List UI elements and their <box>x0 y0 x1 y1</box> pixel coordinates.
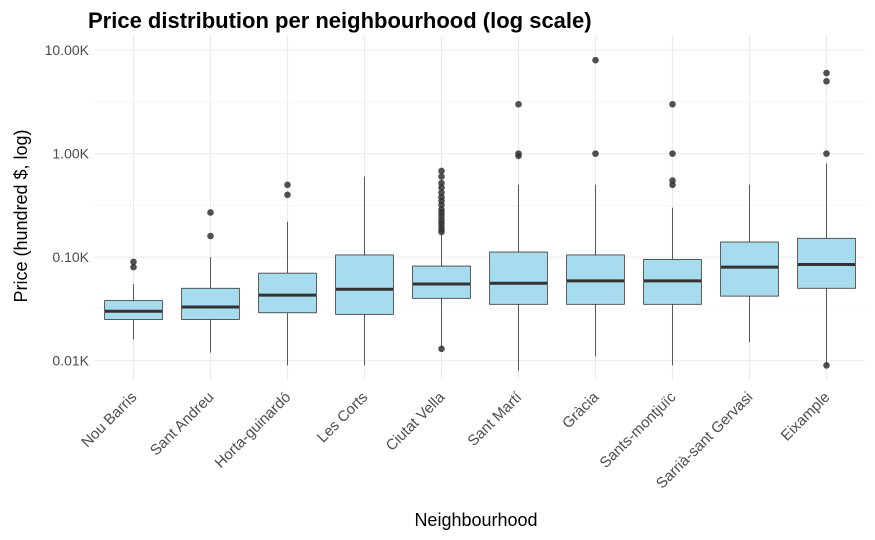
box-sarri-sant-gervasi <box>720 184 779 343</box>
outlier-point <box>823 77 830 85</box>
box-sant-andreu <box>181 209 240 353</box>
x-tick-label: Horta-guinardó <box>212 389 295 472</box>
box-nou-barris <box>104 258 163 340</box>
outlier-point <box>438 179 445 187</box>
x-tick-label: Nou Barris <box>78 389 140 451</box>
outlier-point <box>438 167 445 175</box>
iqr-box <box>181 287 240 320</box>
outlier-point <box>515 100 522 108</box>
iqr-box <box>412 265 471 299</box>
outlier-point <box>669 177 676 184</box>
y-tick-label: 1.00K <box>52 146 89 162</box>
outlier-point <box>669 100 676 108</box>
outlier-point <box>207 209 214 216</box>
y-axis-ticks: 0.01K 0.10K 1.00K 10.00K <box>45 42 90 369</box>
outlier-point <box>438 173 445 180</box>
box-sants-montju-c <box>643 100 702 366</box>
outlier-point <box>130 258 137 266</box>
x-axis-title: Neighbourhood <box>414 510 537 530</box>
x-tick-label: Sant Martí <box>464 388 526 450</box>
outlier-point <box>823 362 830 369</box>
outlier-point <box>592 150 599 157</box>
x-tick-label: Gràcia <box>559 388 603 432</box>
iqr-box <box>720 241 779 297</box>
outlier-point <box>438 345 445 353</box>
outlier-point <box>823 150 830 157</box>
outlier-point <box>592 56 599 64</box>
outlier-point <box>284 181 291 189</box>
y-tick-label: 10.00K <box>45 42 90 58</box>
iqr-box <box>335 254 394 315</box>
box-gr-cia <box>566 56 625 357</box>
box-sant-mart- <box>489 100 548 371</box>
outlier-point <box>515 150 522 157</box>
y-axis-title: Price (hundred $, log) <box>11 129 31 302</box>
x-tick-label: Les Corts <box>314 389 371 446</box>
iqr-box <box>489 251 548 305</box>
boxplot-series <box>104 56 856 371</box>
outlier-point <box>130 263 137 271</box>
x-tick-label: Eixample <box>778 389 834 445</box>
x-tick-label: Sants-montjuïc <box>597 388 680 471</box>
box-eixample <box>797 69 856 369</box>
outlier-point <box>438 184 445 191</box>
x-tick-label: Sant Andreu <box>147 389 217 459</box>
y-tick-label: 0.01K <box>52 353 89 369</box>
outlier-point <box>438 189 445 196</box>
outlier-point <box>207 232 214 240</box>
outlier-point <box>669 150 676 157</box>
outlier-point <box>823 69 830 77</box>
box-les-corts <box>335 176 394 366</box>
iqr-box <box>258 272 317 314</box>
outlier-point <box>284 191 291 199</box>
y-tick-label: 0.10K <box>52 249 89 265</box>
box-horta-guinard- <box>258 181 317 366</box>
box-ciutat-vella <box>412 167 471 353</box>
chart-title: Price distribution per neighbourhood (lo… <box>88 8 592 33</box>
x-tick-label: Ciutat Vella <box>383 388 449 454</box>
